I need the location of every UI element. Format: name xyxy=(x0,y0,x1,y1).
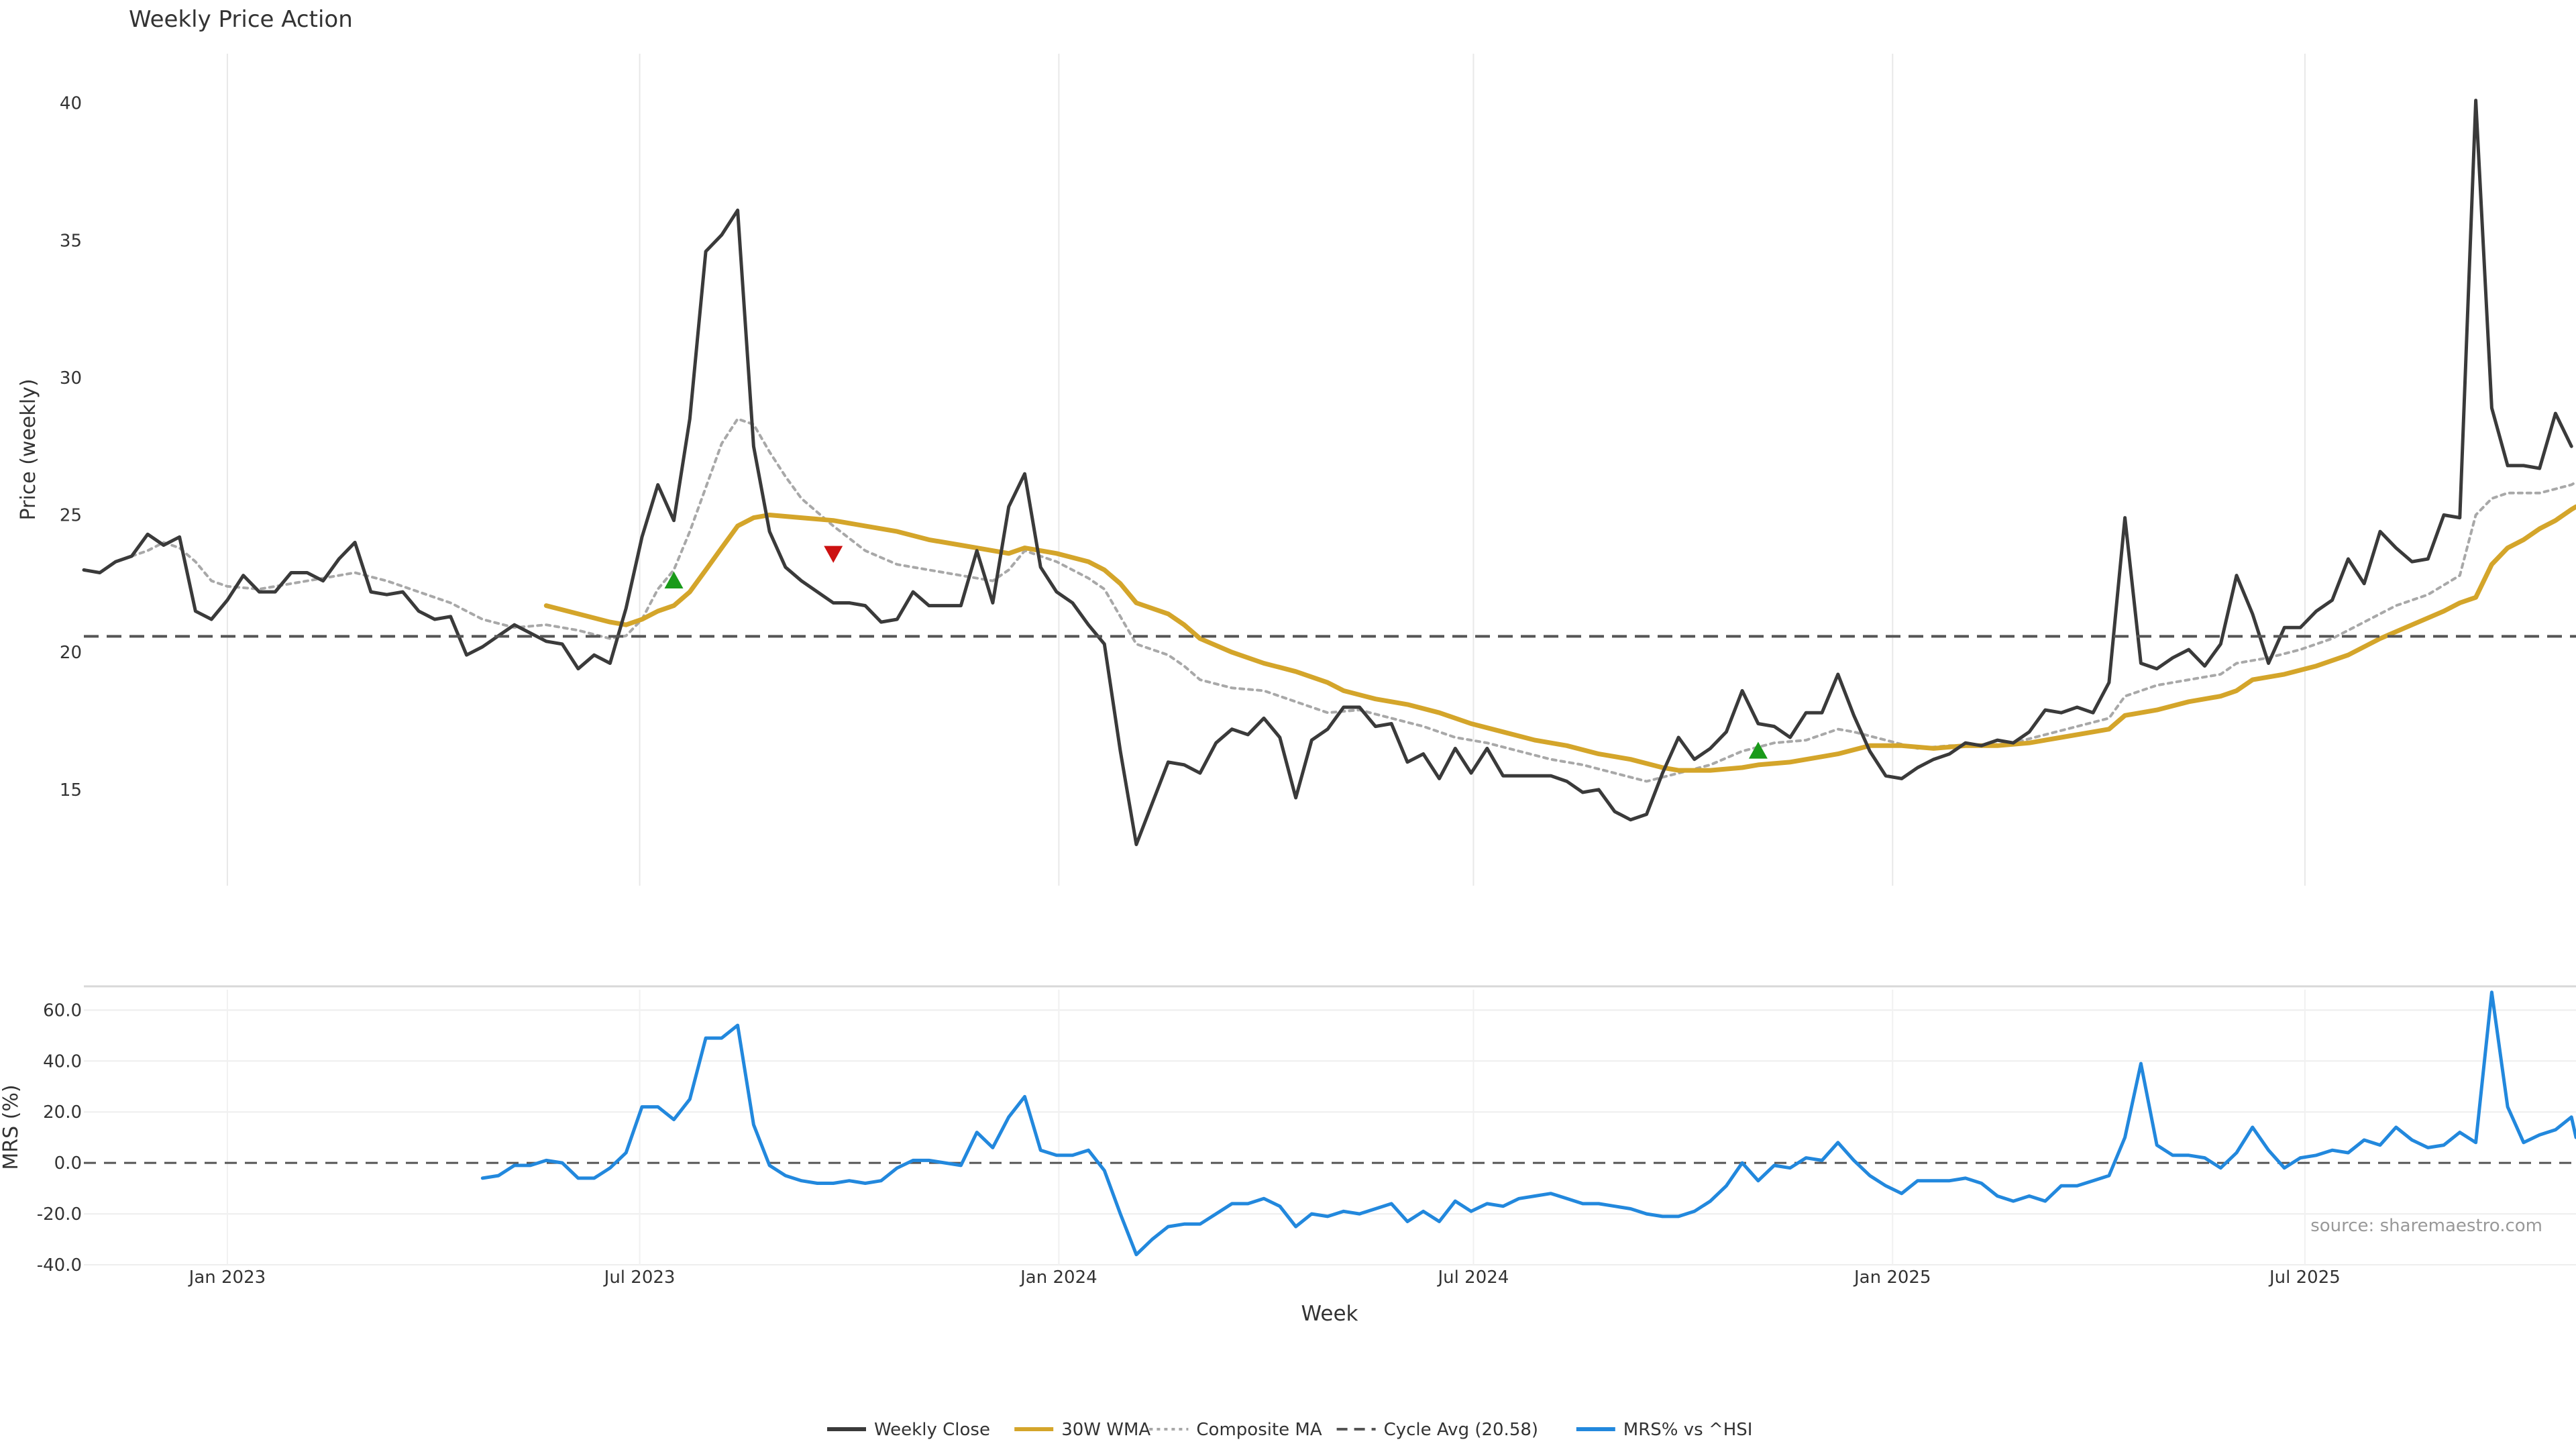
legend-label: Composite MA xyxy=(1196,1420,1322,1440)
mrs-y-axis-label: MRS (%) xyxy=(0,1084,23,1170)
legend-label: MRS% vs ^HSI xyxy=(1623,1420,1753,1440)
x-axis-ticks: Jan 2023 Jul 2023 Jan 2024 Jul 2024 Jan 2025… xyxy=(188,1267,2341,1288)
price-y-tick-label: 15 xyxy=(60,780,82,800)
price-y-tick-label: 25 xyxy=(60,506,82,526)
price-lines xyxy=(82,99,2576,847)
mrs-lines xyxy=(480,990,2576,1257)
mrs-y-ticks: -40.0 -20.0 0.0 20.0 40.0 60.0 xyxy=(37,1000,82,1276)
x-tick-label: Jan 2024 xyxy=(1019,1267,1097,1288)
price-y-tick-label: 40 xyxy=(60,94,82,114)
legend-label: Cycle Avg (20.58) xyxy=(1384,1420,1538,1440)
series-line-30w-wma xyxy=(543,504,2576,773)
legend-item-weekly-close: Weekly Close xyxy=(827,1420,990,1440)
price-y-tick-label: 30 xyxy=(60,368,82,388)
mrs-panel: -40.0 -20.0 0.0 20.0 40.0 60.0 MRS (%) source… xyxy=(0,990,2576,1276)
mrs-y-tick-label: -40.0 xyxy=(37,1255,82,1276)
signal-markers xyxy=(664,546,1768,759)
price-y-tick-label: 20 xyxy=(60,643,82,663)
legend-label: 30W WMA xyxy=(1061,1420,1150,1440)
x-axis-label: Week xyxy=(1301,1302,1358,1326)
price-y-ticks: 15 20 25 30 35 40 xyxy=(60,94,82,800)
legend-item-cycle-avg-20-58: Cycle Avg (20.58) xyxy=(1336,1420,1538,1440)
price-y-tick-label: 35 xyxy=(60,231,82,251)
x-tick-label: Jan 2023 xyxy=(188,1267,266,1288)
x-tick-label: Jul 2023 xyxy=(603,1267,676,1288)
x-tick-label: Jan 2025 xyxy=(1853,1267,1931,1288)
mrs-y-tick-label: -20.0 xyxy=(37,1204,82,1225)
mrs-y-tick-label: 20.0 xyxy=(43,1102,82,1123)
buy-signal-marker xyxy=(664,571,684,588)
mrs-y-tick-label: 60.0 xyxy=(43,1000,82,1021)
legend: Weekly Close 30W WMA Composite MA Cycle Avg… xyxy=(827,1420,1752,1440)
price-panel: 15 20 25 30 35 40 Price (weekly) xyxy=(17,54,2576,886)
mrs-y-tick-label: 40.0 xyxy=(43,1051,82,1072)
legend-item-30w-wma: 30W WMA xyxy=(1014,1420,1150,1440)
x-tick-label: Jul 2025 xyxy=(2268,1267,2341,1288)
price-grid xyxy=(226,54,2306,886)
legend-item-mrs-vs-hsi: MRS% vs ^HSI xyxy=(1576,1420,1753,1440)
source-note: source: sharemaestro.com xyxy=(2310,1216,2542,1236)
sell-signal-marker xyxy=(824,546,843,563)
legend-label: Weekly Close xyxy=(874,1420,990,1440)
series-line-mrs xyxy=(480,990,2576,1257)
legend-item-composite-ma: Composite MA xyxy=(1149,1420,1322,1440)
mrs-grid xyxy=(84,990,2576,1265)
chart-title: Weekly Price Action xyxy=(129,6,353,33)
buy-signal-marker xyxy=(1748,741,1768,759)
price-y-axis-label: Price (weekly) xyxy=(17,378,40,520)
x-tick-label: Jul 2024 xyxy=(1437,1267,1509,1288)
mrs-y-tick-label: 0.0 xyxy=(54,1153,82,1174)
series-line-composite-ma xyxy=(130,417,2576,783)
